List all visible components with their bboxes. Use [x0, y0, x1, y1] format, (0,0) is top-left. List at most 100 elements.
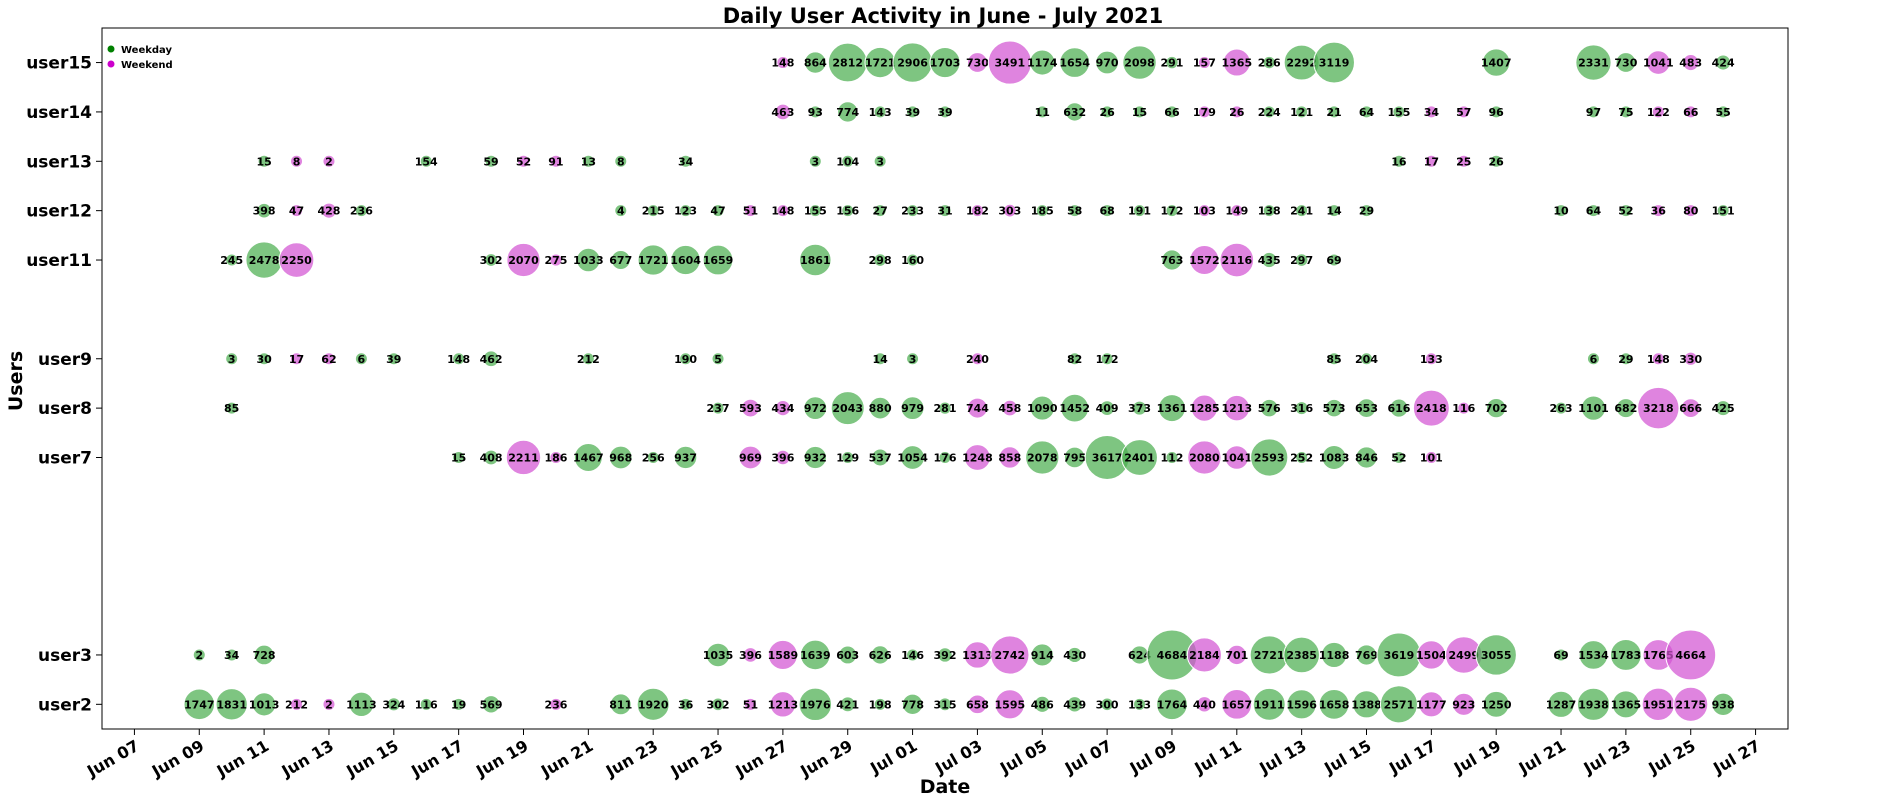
bubble: 236	[350, 204, 373, 218]
bubble: 1313	[962, 641, 993, 669]
bubble-value-label: 148	[771, 205, 794, 218]
bubble-value-label: 66	[1164, 106, 1180, 119]
bubble: 730	[1614, 52, 1638, 73]
bubble-value-label: 17	[289, 353, 304, 366]
bubble: 3	[873, 154, 887, 168]
bubble: 172	[1160, 204, 1183, 218]
bubble: 26	[1489, 154, 1504, 168]
bubble-circle	[1715, 400, 1732, 417]
bubble-value-label: 121	[1290, 106, 1313, 119]
bubble-value-label: 29	[1359, 205, 1374, 218]
bubble: 146	[901, 648, 924, 662]
bubble-circle	[1099, 400, 1116, 417]
bubble: 64	[1586, 204, 1601, 218]
bubble: 316	[1290, 401, 1313, 415]
bubble-value-label: 435	[1258, 254, 1281, 267]
bubble-value-label: 979	[901, 402, 924, 415]
bubble: 424	[1712, 54, 1735, 71]
bubble: 69	[1326, 253, 1342, 267]
bubble-value-label: 2478	[249, 254, 280, 267]
bubble: 1703	[929, 46, 961, 79]
bubble-value-label: 80	[1683, 205, 1699, 218]
bubble-value-label: 96	[1489, 106, 1505, 119]
bubble-value-label: 3	[228, 353, 236, 366]
bubble-value-label: 2401	[1124, 451, 1155, 464]
bubble-circle	[1651, 105, 1665, 119]
bubble: 8	[614, 154, 628, 168]
bubble-value-label: 392	[934, 649, 957, 662]
bubble: 245	[220, 253, 243, 267]
bubble-circle	[573, 442, 603, 472]
bubble-value-label: 1938	[1578, 698, 1609, 711]
bubble-value-label: 1831	[216, 698, 247, 711]
bubble: 1285	[1189, 394, 1220, 422]
bubble-value-label: 1604	[670, 254, 701, 267]
bubble: 1659	[702, 244, 734, 276]
bubble-value-label: 2116	[1221, 254, 1252, 267]
bubble: 744	[966, 397, 989, 419]
bubble-value-label: 6	[358, 353, 366, 366]
bubble-value-label: 112	[1160, 451, 1183, 464]
bubble-circle	[609, 693, 632, 716]
bubble-circle	[705, 642, 731, 668]
bubble: 2593	[1250, 438, 1289, 477]
bubble-circle	[1165, 105, 1179, 119]
bubble-circle	[1324, 398, 1344, 418]
bubble-circle	[1095, 50, 1119, 75]
bubble-value-label: 1287	[1546, 698, 1577, 711]
bubble-value-label: 914	[1031, 649, 1054, 662]
y-tick-label: user11	[26, 251, 92, 271]
bubble-circle	[1029, 395, 1055, 421]
bubble-circle	[1100, 352, 1114, 366]
bubble: 1911	[1252, 687, 1286, 721]
bubble-value-label: 34	[1424, 106, 1440, 119]
bubble: 2098	[1122, 45, 1157, 80]
bubble-circle	[614, 154, 628, 168]
bubble: 5	[711, 352, 725, 366]
bubble-circle	[1165, 204, 1179, 218]
bubble-value-label: 16	[1391, 155, 1407, 168]
bubble-circle	[769, 691, 797, 718]
bubble-circle	[1157, 394, 1186, 423]
bubble: 979	[900, 396, 925, 421]
bubble-circle	[964, 444, 991, 471]
bubble-circle	[1262, 55, 1276, 70]
bubble: 3491	[987, 40, 1032, 85]
bubble-circle	[225, 401, 239, 415]
bubble-circle	[1684, 204, 1698, 218]
bubble-value-label: 15	[1132, 106, 1147, 119]
bubble-value-label: 27	[872, 205, 887, 218]
bubble-circle	[452, 697, 466, 711]
bubble: 6	[1586, 352, 1600, 366]
bubble-circle	[1680, 398, 1701, 419]
bubble-value-label: 55	[1715, 106, 1730, 119]
bubble: 64	[1359, 105, 1374, 119]
bubble: 1534	[1578, 640, 1609, 670]
bubble-circle	[776, 204, 790, 218]
bubble-circle	[1609, 639, 1642, 671]
x-tick-label: Jul 27	[1709, 736, 1763, 778]
bubble: 2	[192, 648, 206, 662]
bubble-circle	[906, 352, 920, 366]
bubble-value-label: 138	[1258, 205, 1281, 218]
bubble-value-label: 744	[966, 402, 989, 415]
bubble-value-label: 2418	[1416, 402, 1447, 415]
bubble-circle	[183, 688, 216, 721]
bubble-value-label: 69	[1326, 254, 1341, 267]
bubble-circle	[1165, 55, 1179, 70]
bubble-value-label: 923	[1452, 698, 1475, 711]
bubble-circle	[225, 648, 239, 662]
bubble-value-label: 133	[1128, 698, 1151, 711]
bubble-circle	[900, 445, 925, 470]
bubble: 186	[544, 450, 568, 464]
bubble-value-label: 51	[743, 698, 758, 711]
bubble-value-label: 2098	[1124, 57, 1155, 70]
bubble: 2043	[830, 391, 865, 426]
bubble-value-label: 47	[289, 205, 304, 218]
bubble-value-label: 85	[224, 402, 239, 415]
bubble-circle	[873, 154, 887, 168]
bubble-value-label: 151	[1712, 205, 1735, 218]
bubble: 2906	[892, 42, 933, 83]
bubble-circle	[767, 639, 798, 671]
bubble: 2116	[1219, 242, 1255, 278]
